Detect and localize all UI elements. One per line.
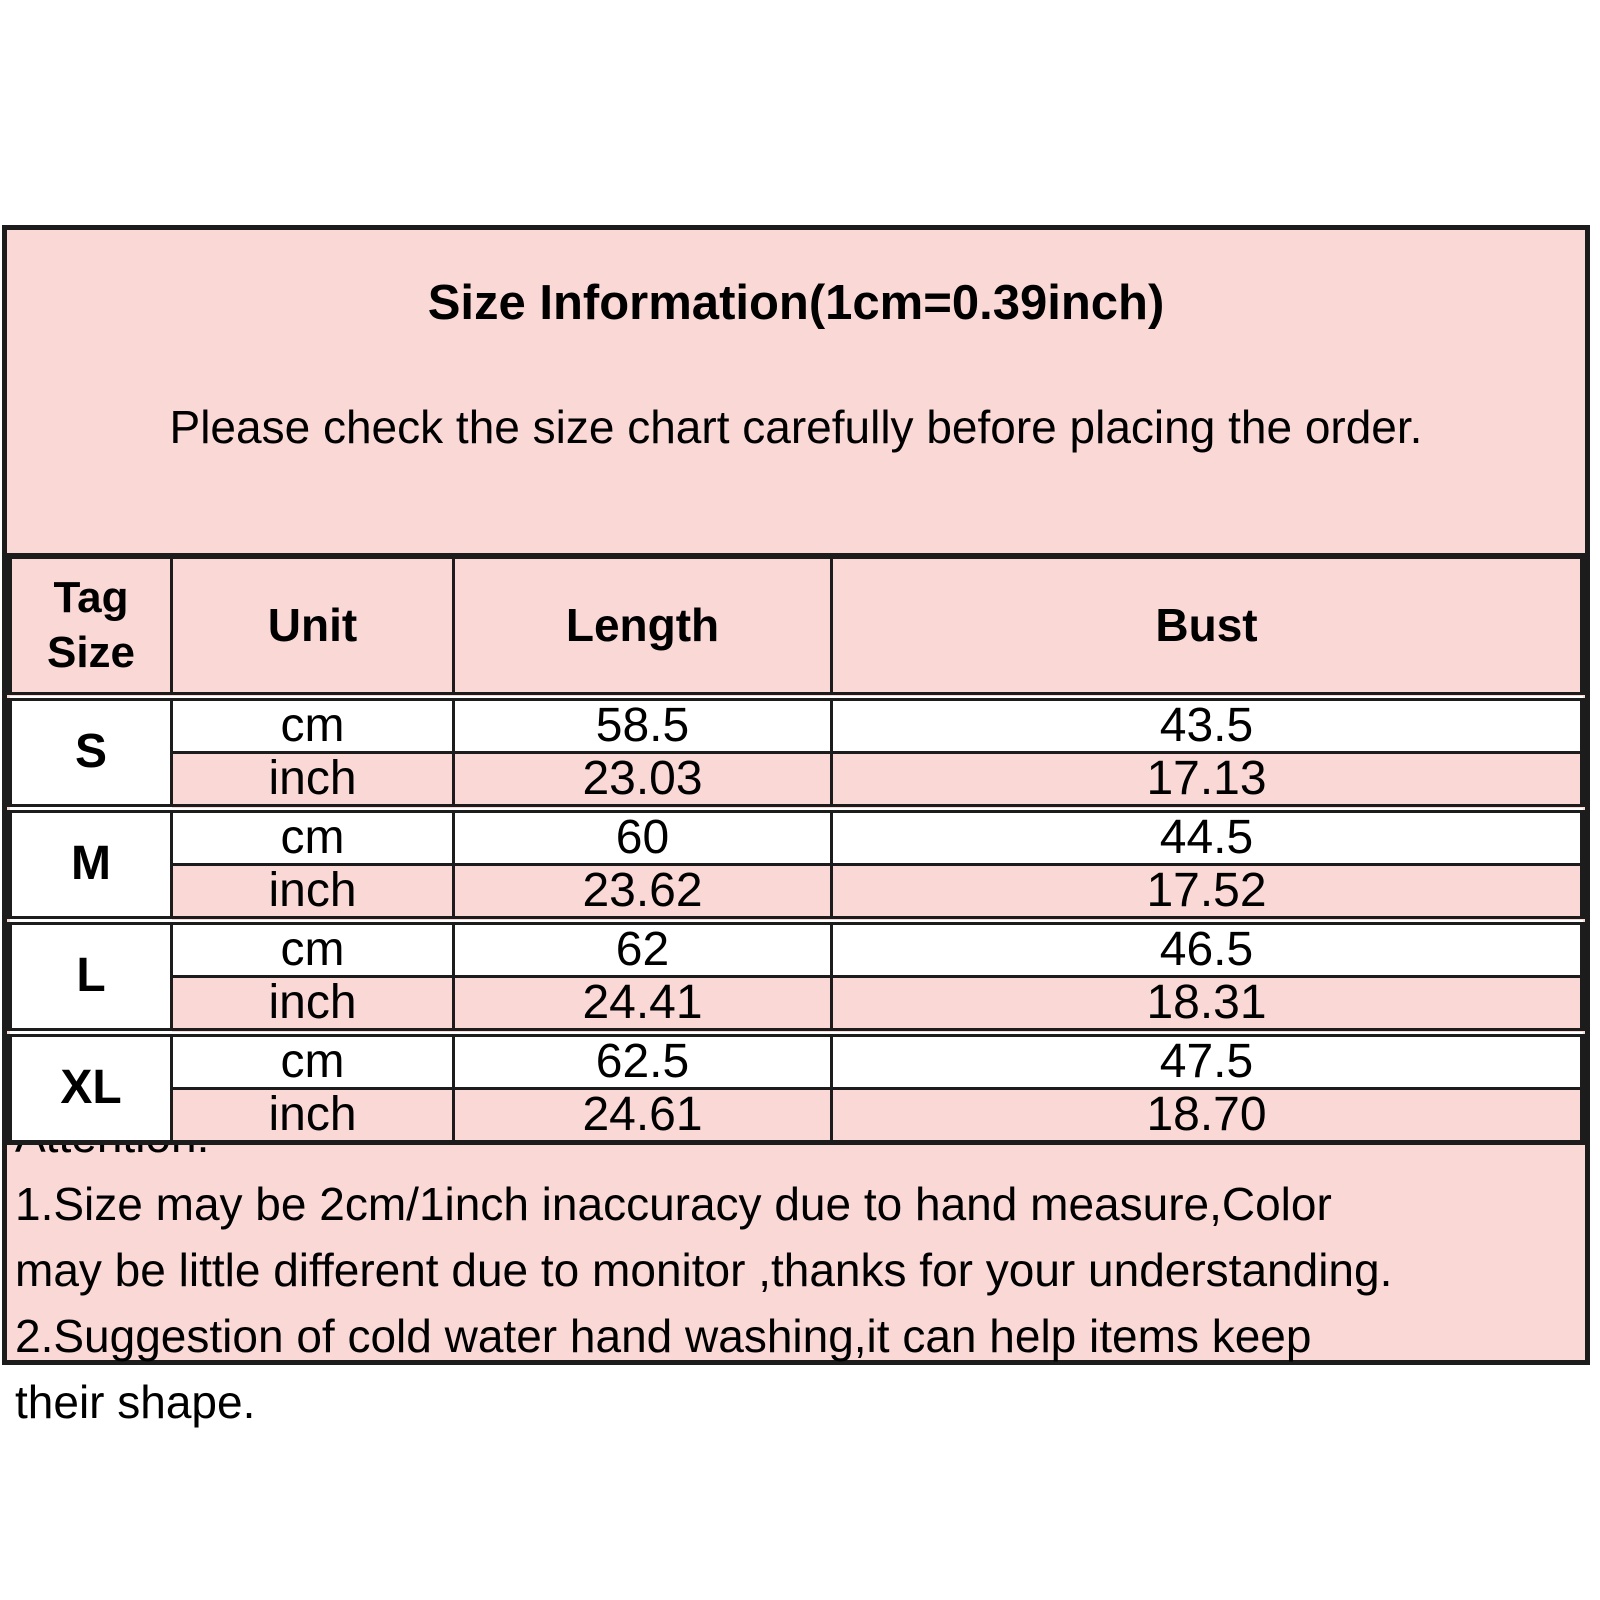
tag-size-cell-s: S (8, 694, 173, 813)
length-value-cell: 62.5 (452, 1030, 833, 1090)
unit-cell: cm (170, 694, 455, 754)
bust-value-cell: 18.70 (830, 1086, 1584, 1145)
length-value-cell: 24.41 (452, 974, 833, 1037)
length-value-cell: 62 (452, 918, 833, 978)
table-row-m-cm: M cm 60 44.5 (8, 806, 1584, 925)
bust-value-cell: 47.5 (830, 1030, 1584, 1090)
size-table: Tag Size Unit Length Bust S cm 58.5 43.5… (7, 553, 1585, 1145)
column-header-length: Length (452, 554, 833, 701)
tag-size-cell-l: L (8, 918, 173, 1037)
intro-section: Size Information(1cm=0.39inch) Please ch… (7, 275, 1585, 553)
size-table-header: Tag Size Unit Length Bust (8, 554, 1584, 701)
bust-value-cell: 18.31 (830, 974, 1584, 1037)
attention-notes: 1.Size may be 2cm/1inch inaccuracy due t… (15, 1171, 1577, 1435)
length-value-cell: 23.62 (452, 862, 833, 925)
unit-cell: inch (170, 862, 455, 925)
table-row-m-inch: inch 23.62 17.52 (10, 862, 1584, 925)
unit-cell: cm (170, 806, 455, 866)
length-value-cell: 60 (452, 806, 833, 866)
size-table-body: S cm 58.5 43.5 inch 23.03 17.13 M cm 60 … (8, 694, 1584, 1145)
page-title: Size Information(1cm=0.39inch) (427, 276, 1165, 330)
table-row-xl-cm: XL cm 62.5 47.5 (8, 1030, 1584, 1145)
bust-value-cell: 46.5 (830, 918, 1584, 978)
bust-value-cell: 43.5 (830, 694, 1584, 754)
table-row-xl-inch: inch 24.61 18.70 (10, 1086, 1584, 1145)
bust-value-cell: 17.52 (830, 862, 1584, 925)
unit-cell: inch (170, 974, 455, 1037)
column-header-tag-size: Tag Size (8, 554, 173, 701)
subtitle-note: Please check the size chart carefully be… (169, 401, 1423, 453)
unit-cell: cm (170, 1030, 455, 1090)
note-line-1: 1.Size may be 2cm/1inch inaccuracy due t… (15, 1177, 1332, 1230)
attention-section: Attention: 1.Size may be 2cm/1inch inacc… (7, 1109, 1585, 1435)
unit-cell: inch (170, 750, 455, 813)
table-row-l-cm: L cm 62 46.5 (8, 918, 1584, 1037)
note-line-2: may be little different due to monitor ,… (15, 1243, 1393, 1296)
table-row-s-cm: S cm 58.5 43.5 (8, 694, 1584, 813)
table-row-s-inch: inch 23.03 17.13 (10, 750, 1584, 813)
column-header-unit: Unit (170, 554, 455, 701)
size-info-panel: Size Information(1cm=0.39inch) Please ch… (2, 225, 1590, 1428)
unit-cell: inch (170, 1086, 455, 1145)
unit-cell: cm (170, 918, 455, 978)
tag-size-cell-xl: XL (8, 1030, 173, 1145)
note-line-4: their shape. (15, 1375, 256, 1428)
table-row-l-inch: inch 24.41 18.31 (10, 974, 1584, 1037)
length-value-cell: 58.5 (452, 694, 833, 754)
header-row: Tag Size Unit Length Bust (8, 554, 1584, 701)
length-value-cell: 23.03 (452, 750, 833, 813)
tag-size-cell-m: M (8, 806, 173, 925)
bust-value-cell: 17.13 (830, 750, 1584, 813)
bust-value-cell: 44.5 (830, 806, 1584, 866)
note-line-3: 2.Suggestion of cold water hand washing,… (15, 1309, 1312, 1362)
length-value-cell: 24.61 (452, 1086, 833, 1145)
column-header-bust: Bust (830, 554, 1584, 701)
